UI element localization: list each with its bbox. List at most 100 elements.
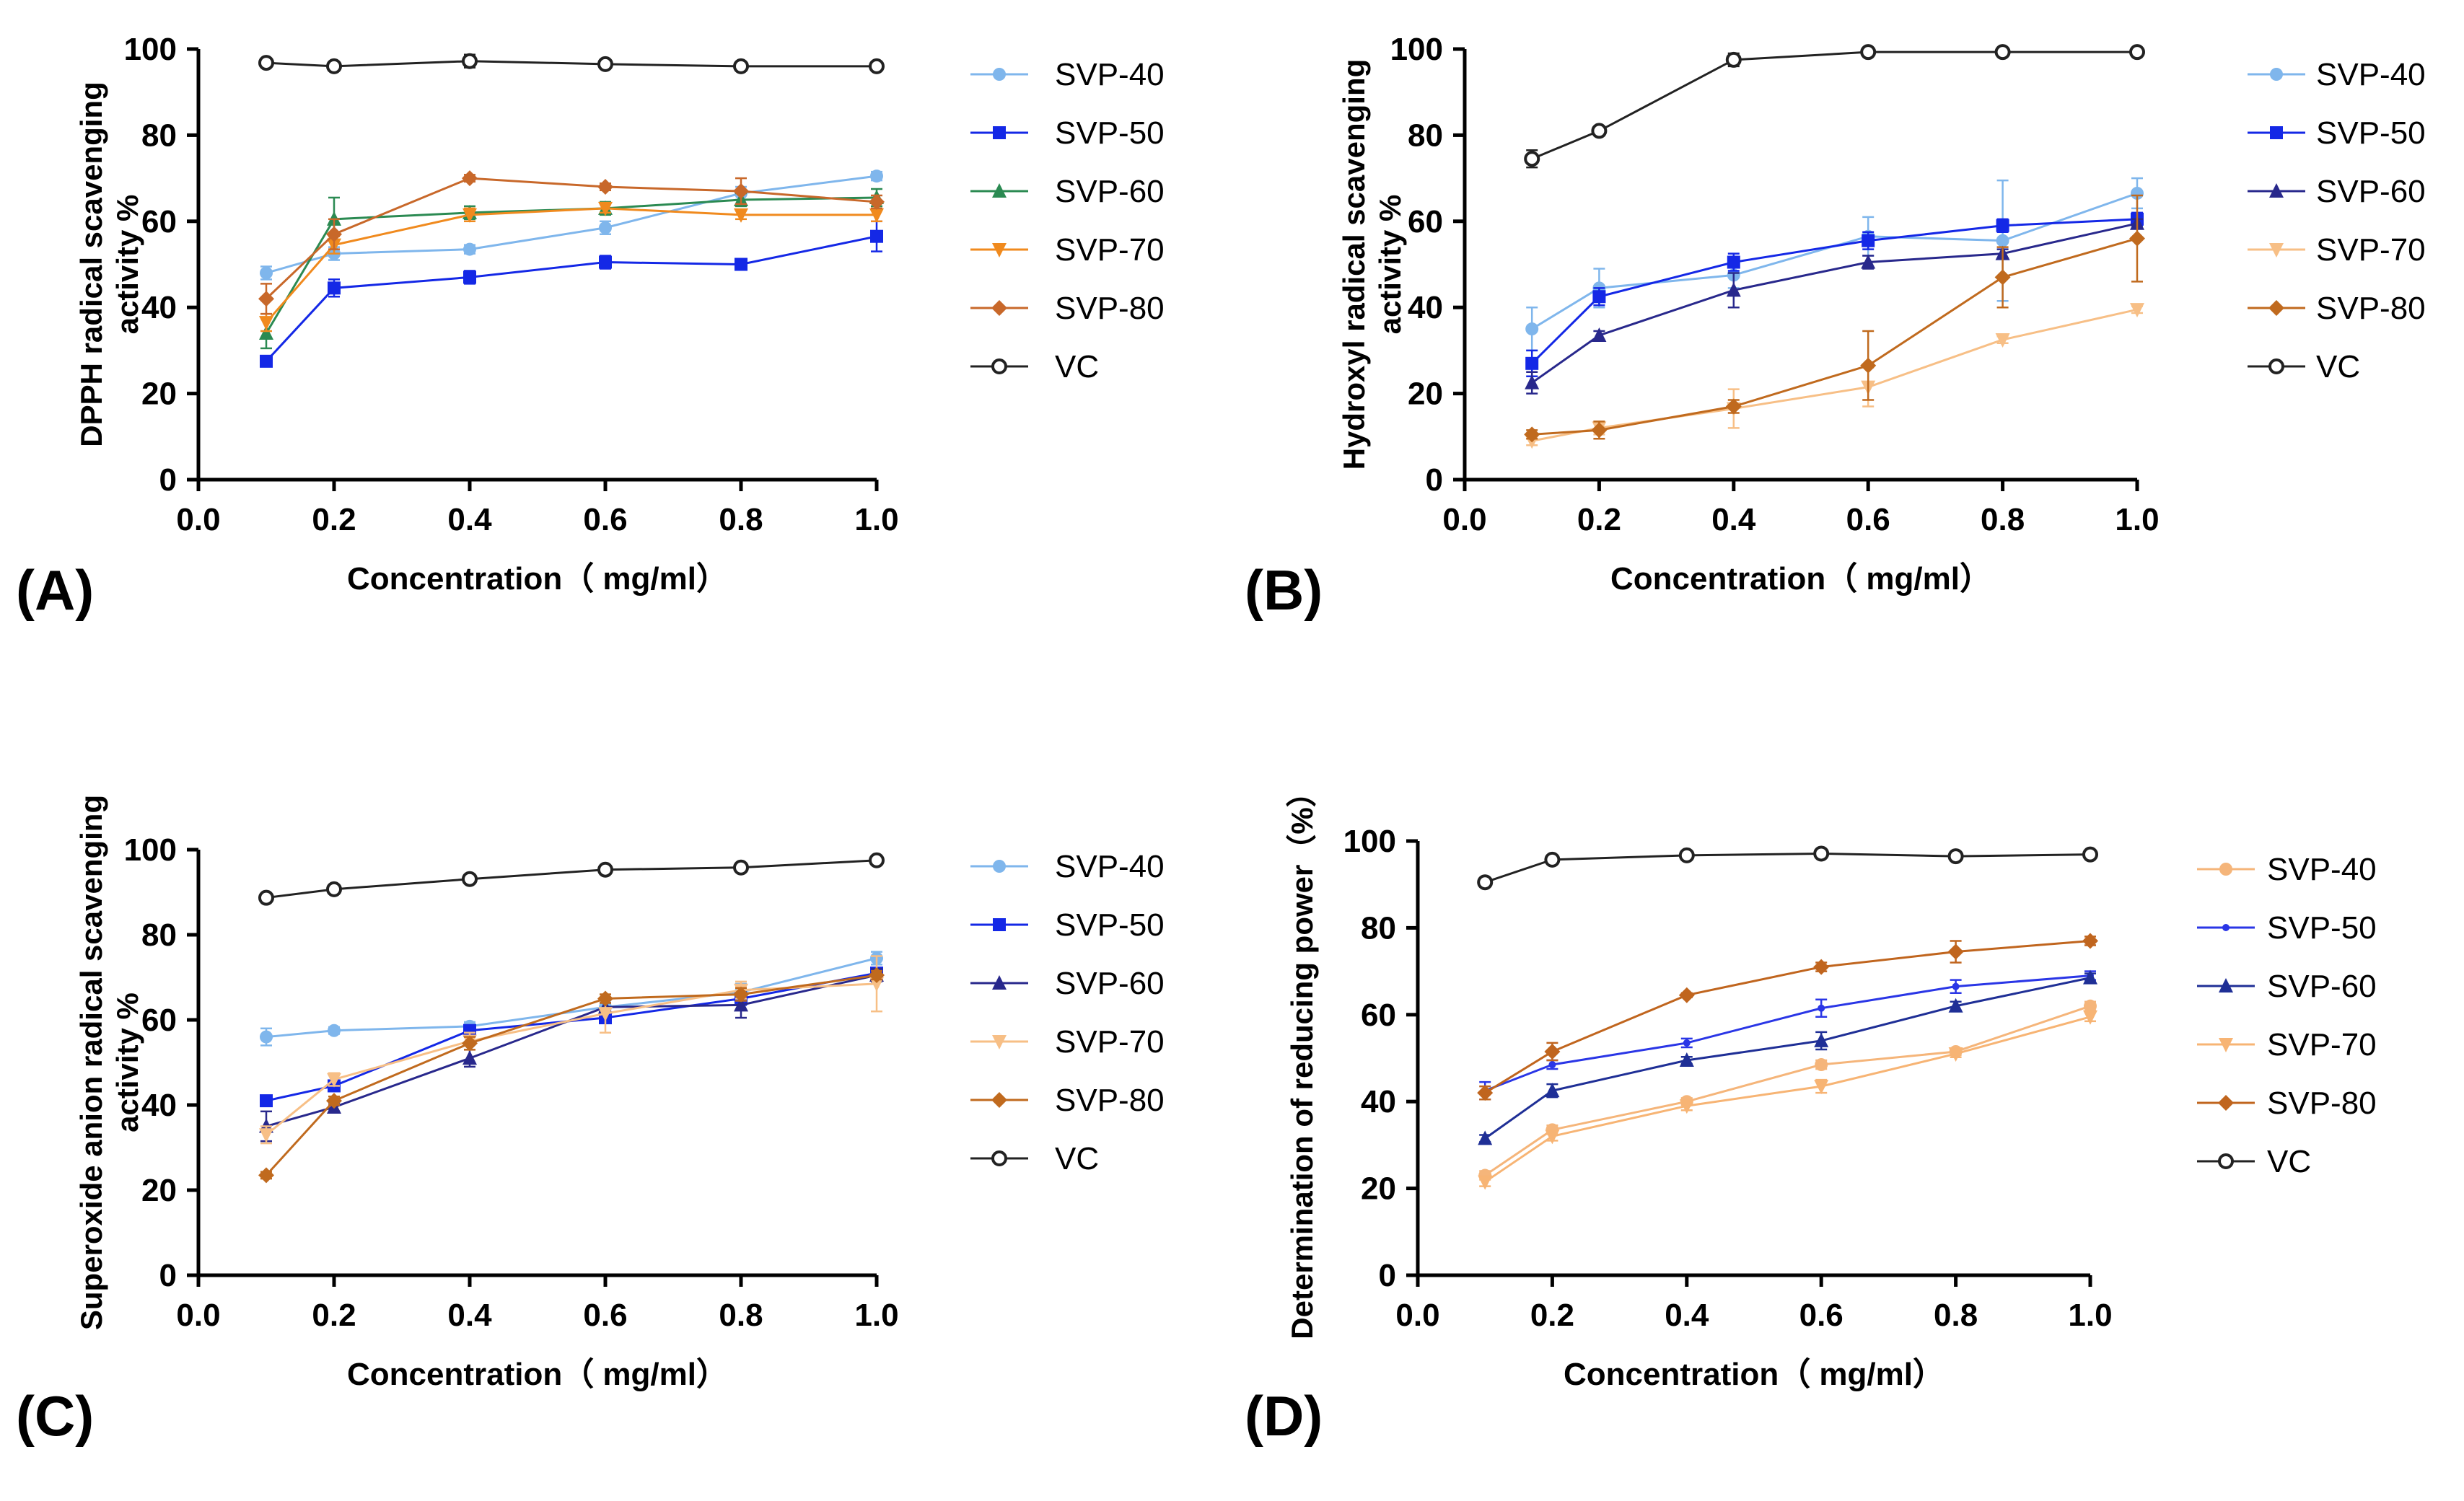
panel-label: (B) (1245, 558, 1323, 622)
series-line (265, 177, 877, 300)
legend-item: SVP-50 (2248, 115, 2426, 151)
legend-item: SVP-40 (970, 57, 1165, 92)
y-tick-label: 60 (141, 204, 177, 239)
series-line (1531, 222, 2138, 384)
series-line (1531, 50, 2137, 160)
legend-label: SVP-40 (2316, 57, 2426, 92)
x-axis-label: Concentration（ mg/ml） (1610, 561, 1991, 597)
data-point (1591, 422, 1608, 439)
y-tick-label: 20 (141, 1173, 177, 1208)
series-vc (258, 852, 885, 906)
data-point (1678, 847, 1695, 863)
x-tick-label: 0.0 (1442, 502, 1486, 537)
data-point (1861, 254, 1876, 269)
y-tick-label: 0 (1379, 1258, 1396, 1293)
data-point (869, 58, 885, 74)
data-point (1818, 1004, 1825, 1012)
data-point (598, 201, 613, 216)
series-svp-80 (258, 170, 885, 315)
data-point (462, 53, 478, 69)
panel-c: 0.0 0.2 0.4 0.6 0.8 1.0 0 20 40 60 80 100 Concentrat… (16, 795, 1165, 1448)
data-point (326, 226, 342, 242)
legend-marker (2270, 126, 2283, 139)
legend-item: SVP-60 (970, 966, 1165, 1001)
x-tick-label: 0.0 (1395, 1298, 1439, 1333)
y-tick-label: 60 (1408, 204, 1443, 239)
x-tick-label: 0.8 (1981, 502, 2025, 537)
data-point (1477, 1085, 1494, 1101)
data-point (1815, 1058, 1828, 1072)
legend-label: VC (1055, 1141, 1099, 1176)
data-point (260, 1030, 273, 1044)
legend-item: SVP-40 (970, 849, 1165, 884)
series-svp-80 (258, 967, 885, 1184)
legend-item: SVP-80 (2248, 291, 2426, 326)
x-tick-label: 0.2 (312, 502, 356, 537)
series-line (266, 60, 877, 68)
data-point (463, 242, 476, 256)
y-tick-label: 100 (1390, 32, 1443, 67)
data-point (1813, 845, 1830, 862)
legend-item: SVP-40 (2248, 57, 2426, 92)
series-line (265, 207, 877, 324)
data-point (2131, 186, 2144, 200)
data-point (1525, 374, 1540, 389)
series-line (1484, 974, 2091, 1092)
series-svp-70 (259, 955, 884, 1145)
y-tick-label: 40 (141, 1088, 177, 1123)
series-line (266, 974, 877, 1127)
x-tick-label: 0.8 (1934, 1298, 1978, 1333)
legend-marker (991, 1150, 1007, 1166)
data-point (259, 1128, 273, 1143)
legend-item: VC (970, 349, 1099, 384)
data-point (1860, 357, 1877, 374)
data-point (1814, 1080, 1829, 1095)
data-point (1994, 269, 2011, 286)
data-point (328, 281, 341, 295)
series-svp-80 (1524, 194, 2145, 443)
data-point (1995, 333, 2010, 348)
legend-label: SVP-80 (1055, 291, 1165, 326)
y-axis-label: Determination of reducing power（%） (1285, 777, 1319, 1339)
legend-item: SVP-40 (2197, 852, 2377, 887)
data-point (463, 1024, 476, 1037)
data-point (1727, 255, 1740, 269)
data-point (1952, 982, 1960, 990)
data-point (2129, 44, 2145, 61)
data-point (2083, 1010, 2097, 1025)
data-point (869, 193, 885, 210)
data-point (2130, 303, 2144, 318)
legend-marker (991, 358, 1007, 374)
legend-label: SVP-80 (1055, 1083, 1165, 1118)
legend-item: SVP-80 (970, 1083, 1165, 1118)
y-tick-label: 80 (141, 917, 177, 953)
y-tick-label: 20 (1408, 377, 1443, 412)
legend-item: SVP-50 (2197, 910, 2377, 946)
legend-marker (2269, 243, 2284, 257)
legend-label: SVP-70 (2267, 1027, 2377, 1062)
y-axis-label: activity % (1373, 195, 1407, 335)
data-point (1860, 44, 1877, 61)
series-svp-50 (1525, 211, 2144, 377)
y-tick-label: 60 (1361, 998, 1396, 1033)
data-point (1726, 282, 1741, 297)
legend-marker (2219, 863, 2232, 876)
data-point (597, 179, 613, 195)
x-tick-label: 0.4 (1711, 502, 1756, 537)
series-line (265, 974, 877, 1176)
legend-marker (2222, 924, 2230, 931)
x-tick-label: 0.6 (1799, 1298, 1843, 1333)
data-point (1478, 1175, 1493, 1190)
data-point (1525, 322, 1539, 336)
x-tick-label: 1.0 (2068, 1298, 2112, 1333)
data-point (733, 58, 749, 74)
legend-label: SVP-50 (2316, 115, 2426, 151)
data-point (328, 1024, 341, 1037)
series-svp-70 (259, 201, 884, 333)
legend-item: VC (970, 1141, 1099, 1176)
data-point (259, 325, 273, 340)
legend-label: SVP-70 (2316, 232, 2426, 268)
data-point (734, 208, 748, 223)
data-point (734, 997, 748, 1012)
